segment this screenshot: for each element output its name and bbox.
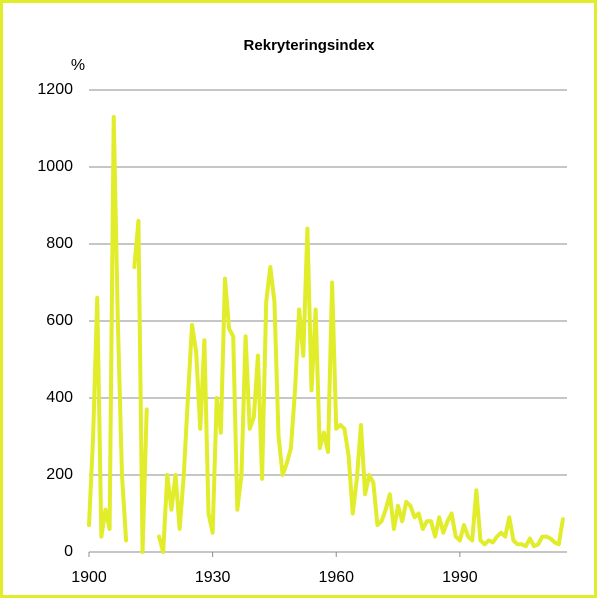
y-tick-label: 0	[64, 543, 73, 560]
x-tick-label: 1960	[318, 569, 354, 586]
y-tick-label: 800	[46, 235, 73, 252]
y-tick-label: 600	[46, 312, 73, 329]
x-tick-label: 1990	[442, 569, 478, 586]
y-tick-label: 200	[46, 466, 73, 483]
y-tick-label: 1200	[37, 81, 73, 98]
chart-title: Rekryteringsindex	[244, 37, 376, 54]
y-tick-label: 1000	[37, 158, 73, 175]
y-tick-label: 400	[46, 389, 73, 406]
data-line	[87, 114, 565, 554]
x-tick-label: 1930	[195, 569, 231, 586]
x-tick-label: 1900	[71, 569, 107, 586]
y-axis-label: %	[71, 57, 85, 74]
